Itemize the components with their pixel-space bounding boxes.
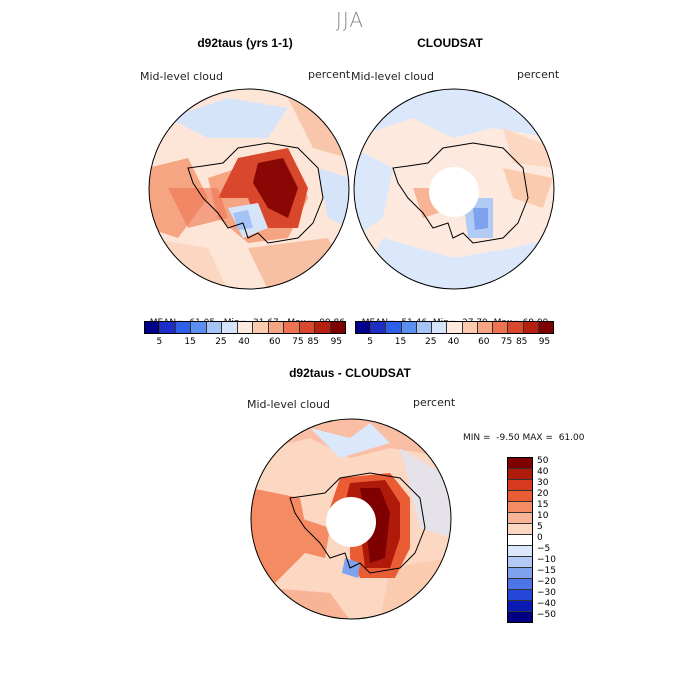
panel3-min-label: MIN =: [463, 433, 491, 443]
colorbar-swatch: [538, 322, 554, 333]
colorbar-difference: [507, 457, 533, 623]
colorbar-tick-label: 60: [269, 337, 281, 347]
colorbar-swatch: [386, 322, 402, 333]
colorbar-swatch: [508, 601, 532, 612]
colorbar-swatch: [508, 480, 532, 491]
season-title: JJA: [335, 8, 365, 32]
colorbar-panel1: [144, 321, 346, 334]
colorbar-tick-label: 40: [238, 337, 250, 347]
colorbar-swatch: [508, 590, 532, 601]
colorbar-swatch: [191, 322, 207, 333]
colorbar-tick-label: 40: [537, 467, 549, 478]
panel1-title: d92taus (yrs 1-1): [197, 36, 293, 50]
colorbar-panel2-ticks: 5 15 25 40 60 75 85 95: [355, 337, 552, 349]
colorbar-tick-label: −5: [537, 543, 551, 554]
colorbar-swatch: [145, 322, 161, 333]
colorbar-swatch: [462, 322, 478, 333]
panel3-units: percent: [413, 396, 456, 409]
colorbar-tick-label: −15: [537, 565, 556, 576]
colorbar-swatch: [330, 322, 346, 333]
colorbar-tick-label: −40: [537, 598, 556, 609]
panel2-title: CLOUDSAT: [417, 36, 483, 50]
colorbar-swatch: [508, 535, 532, 546]
colorbar-tick-label: 40: [447, 337, 460, 347]
colorbar-tick-label: 95: [330, 337, 343, 347]
panel3-max: 61.00: [558, 433, 585, 443]
colorbar-swatch: [477, 322, 494, 333]
colorbar-swatch: [222, 322, 238, 333]
colorbar-swatch: [160, 322, 176, 333]
colorbar-swatch: [237, 322, 254, 333]
colorbar-swatch: [508, 557, 532, 568]
colorbar-swatch: [508, 469, 532, 480]
panel3-min: -9.50: [496, 433, 520, 443]
colorbar-swatch: [508, 502, 532, 513]
colorbar-panel1-ticks: 5 15 25 40 60 75 85 95: [144, 337, 344, 349]
panel3-stats: MIN = -9.50 MAX = 61.00: [463, 433, 584, 443]
colorbar-tick-label: −20: [537, 576, 556, 587]
panel3-max-label: MAX =: [522, 433, 553, 443]
colorbar-swatch: [253, 322, 269, 333]
colorbar-tick-label: 85: [515, 337, 528, 347]
colorbar-swatch: [315, 322, 331, 333]
colorbar-swatch: [508, 491, 532, 502]
colorbar-swatch: [523, 322, 539, 333]
colorbar-swatch: [508, 612, 532, 622]
colorbar-tick-label: 75: [292, 337, 304, 347]
colorbar-swatch: [356, 322, 372, 333]
colorbar-tick-label: −50: [537, 609, 556, 620]
colorbar-swatch: [371, 322, 387, 333]
colorbar-tick-label: 5: [156, 337, 163, 347]
colorbar-swatch: [508, 458, 532, 469]
colorbar-tick-label: 15: [394, 337, 407, 347]
colorbar-tick-label: 85: [307, 337, 319, 347]
colorbar-tick-label: 30: [537, 478, 549, 489]
colorbar-tick-label: −30: [537, 587, 556, 598]
panel1-subtitle: Mid-level cloud: [140, 70, 223, 83]
colorbar-swatch: [401, 322, 417, 333]
colorbar-swatch: [175, 322, 192, 333]
map-difference: [250, 418, 452, 620]
colorbar-swatch: [508, 513, 532, 524]
panel2-units: percent: [517, 68, 560, 81]
colorbar-tick-label: 25: [425, 337, 437, 347]
colorbar-swatch: [508, 546, 532, 557]
colorbar-tick-label: 10: [537, 511, 549, 522]
colorbar-swatch: [268, 322, 285, 333]
colorbar-swatch: [508, 568, 532, 579]
colorbar-tick-label: 50: [537, 456, 549, 467]
colorbar-tick-label: 95: [538, 337, 551, 347]
colorbar-tick-label: 60: [478, 337, 490, 347]
colorbar-swatch: [206, 322, 223, 333]
colorbar-swatch: [447, 322, 463, 333]
colorbar-swatch: [416, 322, 433, 333]
colorbar-swatch: [508, 524, 532, 535]
panel2-subtitle: Mid-level cloud: [351, 70, 434, 83]
colorbar-tick-label: −10: [537, 554, 556, 565]
colorbar-panel2: [355, 321, 554, 334]
colorbar-tick-label: 15: [537, 500, 549, 511]
panel3-subtitle: Mid-level cloud: [247, 398, 330, 411]
colorbar-swatch: [508, 322, 524, 333]
panel3-title: d92taus - CLOUDSAT: [289, 366, 411, 380]
colorbar-swatch: [284, 322, 300, 333]
colorbar-swatch: [508, 579, 532, 590]
colorbar-tick-label: 15: [184, 337, 196, 347]
colorbar-tick-label: 75: [500, 337, 513, 347]
colorbar-swatch: [299, 322, 316, 333]
colorbar-tick-label: 5: [367, 337, 373, 347]
panel1-units: percent: [308, 68, 351, 81]
map-d92taus: [148, 88, 350, 290]
colorbar-tick-label: 20: [537, 489, 549, 500]
map-cloudsat: [353, 88, 555, 290]
colorbar-swatch: [493, 322, 509, 333]
colorbar-tick-label: 0: [537, 533, 543, 543]
colorbar-difference-ticks: 50 40 30 20 15 10 5 0 −5 −10 −15 −20 −30 −40 −50: [537, 456, 577, 621]
colorbar-swatch: [432, 322, 448, 333]
colorbar-tick-label: 5: [537, 522, 543, 533]
colorbar-tick-label: 25: [215, 337, 227, 347]
